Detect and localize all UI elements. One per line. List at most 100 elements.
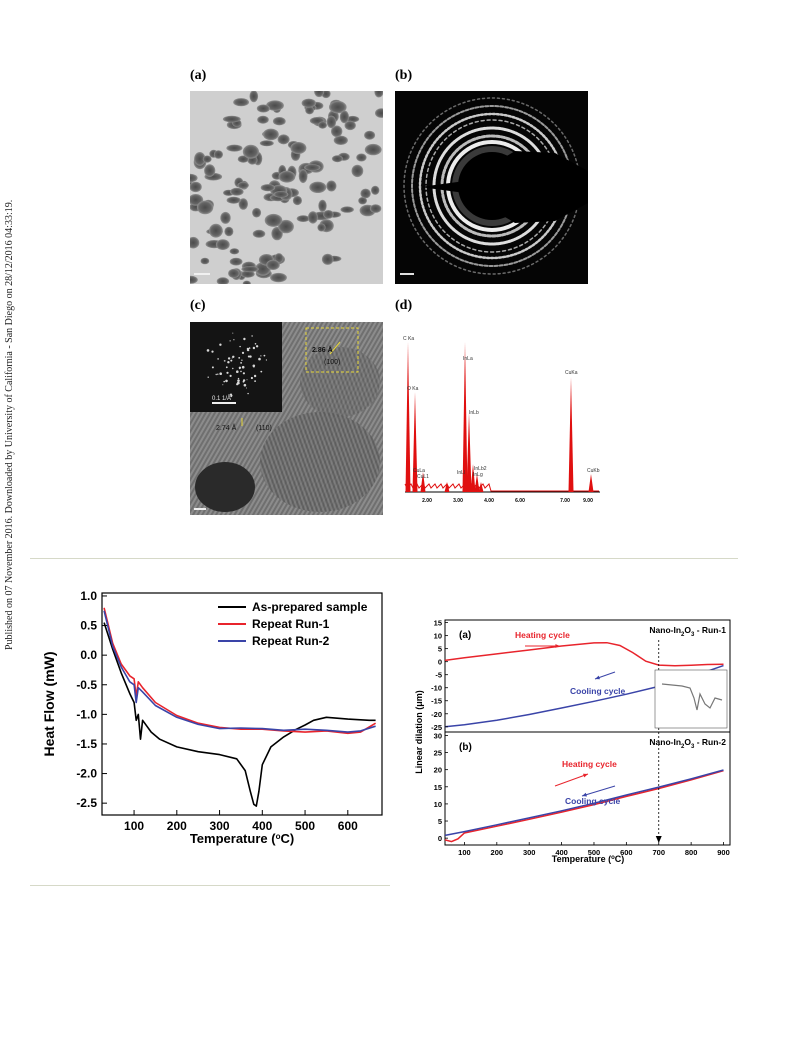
tem-particle <box>290 142 307 154</box>
fft-spot <box>253 374 257 378</box>
panel-label-a: (a) <box>190 68 207 83</box>
eds-peak <box>478 482 484 492</box>
tem-particle <box>216 277 230 284</box>
dilation-panel-title: Nano-In2O3 - Run-2 <box>649 737 726 750</box>
tem-particle <box>230 187 244 196</box>
inset-curve <box>661 683 723 711</box>
tem-particle <box>240 270 255 278</box>
dilation-arrowhead <box>582 792 587 797</box>
tem-particle <box>278 170 296 183</box>
eds-peak-label: InLb <box>469 410 479 416</box>
fft-spot <box>227 361 230 364</box>
heat-x-tick-label: 300 <box>210 819 230 833</box>
eds-peak-label: InLl <box>457 470 465 476</box>
dilation-y-tick-label: 5 <box>438 645 442 654</box>
heat-y-tick-label: -2.0 <box>76 767 97 781</box>
fft-spot <box>233 339 235 341</box>
fft-scale: 0.1 1/Å <box>212 395 231 402</box>
plane-1: (100) <box>324 359 340 366</box>
fft-spot <box>263 354 266 357</box>
dilation-annotation-arrow <box>581 785 616 797</box>
fft-spot <box>232 367 234 370</box>
dilation-ylabel: Linear dilation (μm) <box>414 690 424 774</box>
fft-spot <box>251 335 253 337</box>
fft-spot <box>225 366 228 369</box>
fft-spot <box>206 349 210 352</box>
tem-particle <box>340 206 354 213</box>
dilation-y-tick-label: -5 <box>435 671 442 680</box>
heat-xlabel: Temperature (oC) <box>190 831 294 846</box>
dilation-series-line <box>444 769 724 837</box>
tem-particle <box>331 155 343 163</box>
dilation-y-tick-label: -15 <box>431 697 442 706</box>
tem-particle <box>278 219 294 234</box>
fft-spot <box>229 374 232 377</box>
dilation-x-tick-label: 300 <box>523 848 536 857</box>
tem-particle <box>228 268 240 278</box>
dilation-x-tick-label: 900 <box>717 848 730 857</box>
fft-spot <box>247 355 250 358</box>
heat-ylabel: Heat Flow (mW) <box>41 652 57 757</box>
fft-spot <box>252 364 256 368</box>
fft-spot <box>245 387 247 389</box>
eds-tick-label: 7.00 <box>560 498 570 504</box>
dilation-y-tick-label: 15 <box>434 619 442 628</box>
tem-particle <box>318 199 327 212</box>
tem-particle <box>356 153 367 162</box>
fft-spot <box>254 343 257 345</box>
fft-spot <box>243 383 247 387</box>
dilation-arrowhead <box>583 773 588 778</box>
dilation-frame-b <box>444 731 731 846</box>
tem-particle <box>270 272 287 283</box>
fft-spot <box>237 377 240 380</box>
tem-particle <box>190 236 200 249</box>
tem-particle <box>339 110 349 124</box>
fft-spot <box>238 357 241 359</box>
dilation-y-tick-label: 10 <box>434 800 442 809</box>
eds-tick-label: 6.00 <box>515 498 525 504</box>
panel-label-c: (c) <box>190 298 206 313</box>
heat-series-line <box>103 610 376 733</box>
fft-spot <box>237 379 240 382</box>
fft-spot <box>258 357 261 361</box>
dilation-panel-title: Nano-In2O3 - Run-1 <box>649 625 726 638</box>
tem-particle <box>344 120 356 131</box>
fft-spot <box>241 365 245 369</box>
tem-particle <box>346 115 360 123</box>
fft-spot <box>260 370 263 373</box>
eds-peak-label: C Ka <box>403 336 414 342</box>
tem-particle <box>259 140 274 147</box>
heat-y-tick-label: -0.5 <box>76 678 97 692</box>
dilation-x-tick-label: 700 <box>652 848 665 857</box>
tem-particle <box>264 213 283 227</box>
dilation-y-tick-label: 10 <box>434 632 442 641</box>
heat-legend-label: As-prepared sample <box>252 600 368 614</box>
tem-particle <box>226 144 243 152</box>
tem-particle <box>252 207 262 218</box>
tem-particle <box>190 173 198 183</box>
fft-spot <box>239 345 241 348</box>
tem-particle <box>298 169 308 184</box>
dilation-chart: 15 10 5 0 -5 -10 -15 -20 -25 30 25 20 15 10 5 0 100 200 30… <box>410 610 735 875</box>
tem-particle <box>323 210 334 219</box>
tem-particle <box>375 108 383 118</box>
eds-spectrum: C Ka O Ka CuLa CuL1 InLa InLb InLb2 InLg InLl CuK… <box>395 322 605 515</box>
heat-y-tick-label: 0.5 <box>80 619 97 633</box>
tem-particle <box>304 164 321 171</box>
tem-particle <box>358 197 367 205</box>
tem-particle <box>242 280 251 284</box>
dilation-y-tick-label: 30 <box>434 731 442 740</box>
section-rule-2 <box>30 885 390 886</box>
fft-spot <box>242 372 245 375</box>
eds-peak <box>412 392 418 492</box>
section-rule-1 <box>30 558 738 559</box>
eds-peak-label: CuLa <box>413 468 425 474</box>
tem-particle <box>314 91 325 98</box>
eds-peak <box>466 412 472 492</box>
tem-particle <box>249 91 259 103</box>
tem-particle <box>318 121 327 129</box>
tem-particle <box>233 98 249 107</box>
fft-spot <box>238 367 241 370</box>
tem-particle <box>209 223 223 238</box>
tem-particle <box>296 215 310 222</box>
